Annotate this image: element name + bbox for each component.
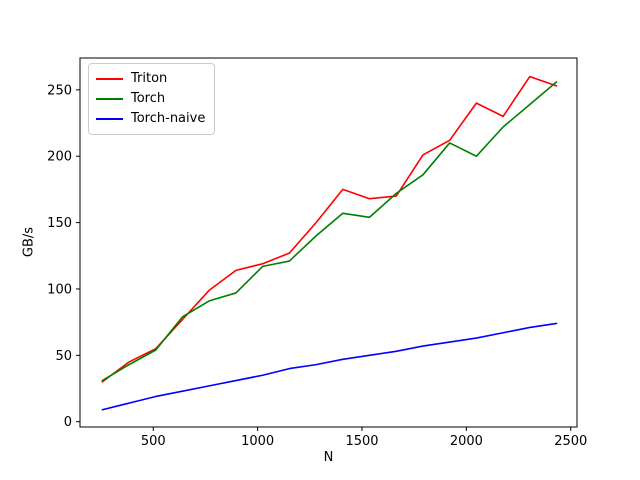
- x-axis-label: N: [323, 450, 334, 465]
- legend-line-swatch-red: [96, 78, 123, 80]
- y-tick-label: 50: [55, 349, 72, 364]
- x-tick-label: 2500: [554, 434, 587, 449]
- y-tick-label: 100: [47, 282, 72, 297]
- plot-border: [79, 57, 578, 428]
- legend-label: Torch: [131, 91, 166, 106]
- legend-line-swatch-green: [96, 98, 123, 100]
- series-line-triton: [101, 75, 558, 383]
- legend-item-torch-naive: Torch-naive: [96, 109, 205, 129]
- x-tick-label: 2000: [450, 434, 483, 449]
- legend: Triton Torch Torch-naive: [88, 63, 216, 135]
- y-tick-label: 150: [47, 216, 72, 231]
- x-tick-label: 1000: [241, 434, 274, 449]
- series-line-torch-naive: [101, 322, 558, 411]
- y-axis-label: GB/s: [21, 226, 37, 258]
- legend-line-swatch-blue: [96, 118, 123, 120]
- legend-item-torch: Torch: [96, 89, 205, 109]
- y-tick-label: 250: [47, 83, 72, 98]
- y-tick-label: 200: [47, 150, 72, 165]
- x-tick-label: 1500: [345, 434, 378, 449]
- x-tick-label: 500: [141, 434, 166, 449]
- y-tick-label: 0: [64, 415, 72, 430]
- series-line-torch: [101, 81, 558, 382]
- legend-item-triton: Triton: [96, 69, 205, 89]
- legend-label: Triton: [131, 71, 168, 86]
- legend-label: Torch-naive: [131, 111, 206, 126]
